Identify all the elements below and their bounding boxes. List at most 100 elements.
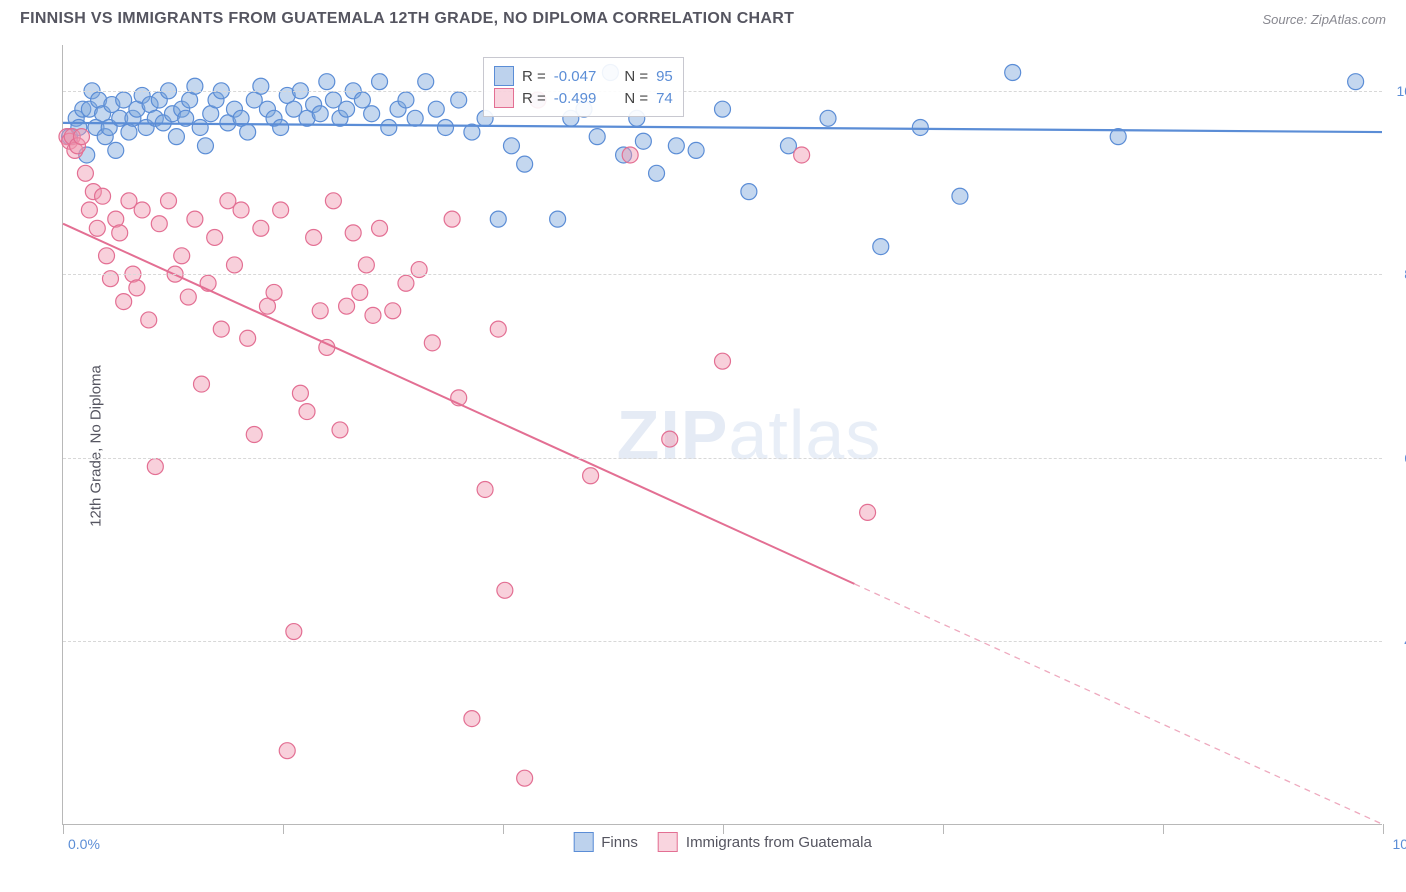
data-point: [365, 307, 381, 323]
data-point: [794, 147, 810, 163]
data-point: [246, 427, 262, 443]
data-point: [912, 119, 928, 135]
x-tick-label-min: 0.0%: [68, 836, 100, 852]
gridline: [63, 458, 1382, 459]
x-tick-label-max: 100.0%: [1393, 836, 1406, 852]
stat-n-label: N =: [624, 68, 648, 85]
data-point: [174, 248, 190, 264]
gridline: [63, 274, 1382, 275]
data-point: [325, 193, 341, 209]
trend-line: [63, 224, 854, 584]
y-tick-label: 60.0%: [1389, 450, 1406, 466]
data-point: [385, 303, 401, 319]
stats-legend-box: R = -0.047 N = 95 R = -0.499 N = 74: [483, 57, 684, 117]
data-point: [820, 110, 836, 126]
data-point: [438, 119, 454, 135]
data-point: [319, 74, 335, 90]
data-point: [352, 284, 368, 300]
gridline: [63, 641, 1382, 642]
data-point: [428, 101, 444, 117]
legend-item-finns: Finns: [573, 832, 638, 852]
data-point: [108, 142, 124, 158]
data-point: [688, 142, 704, 158]
data-point: [649, 165, 665, 181]
data-point: [354, 92, 370, 108]
stat-n-value: 95: [656, 68, 673, 85]
data-point: [490, 211, 506, 227]
data-point: [99, 248, 115, 264]
data-point: [583, 468, 599, 484]
data-point: [1348, 74, 1364, 90]
data-point: [279, 743, 295, 759]
data-point: [451, 92, 467, 108]
swatch-icon: [573, 832, 593, 852]
data-point: [95, 188, 111, 204]
data-point: [147, 459, 163, 475]
data-point: [102, 271, 118, 287]
data-point: [372, 74, 388, 90]
data-point: [398, 275, 414, 291]
data-point: [517, 156, 533, 172]
data-point: [550, 211, 566, 227]
stat-r-value: -0.047: [554, 68, 597, 85]
stats-row-guatemala: R = -0.499 N = 74: [494, 88, 673, 108]
data-point: [332, 422, 348, 438]
legend-label: Finns: [601, 834, 638, 851]
data-point: [253, 220, 269, 236]
stat-r-value: -0.499: [554, 90, 597, 107]
data-point: [339, 101, 355, 117]
data-point: [1005, 65, 1021, 81]
data-point: [168, 129, 184, 145]
data-point: [424, 335, 440, 351]
data-point: [299, 404, 315, 420]
bottom-legend: Finns Immigrants from Guatemala: [573, 832, 872, 852]
trend-line: [63, 123, 1382, 132]
data-point: [477, 481, 493, 497]
data-point: [73, 129, 89, 145]
data-point: [151, 216, 167, 232]
stat-n-value: 74: [656, 90, 673, 107]
gridline: [63, 91, 1382, 92]
data-point: [622, 147, 638, 163]
y-tick-label: 80.0%: [1389, 266, 1406, 282]
data-point: [273, 202, 289, 218]
data-point: [240, 124, 256, 140]
data-point: [497, 582, 513, 598]
legend-item-guatemala: Immigrants from Guatemala: [658, 832, 872, 852]
data-point: [715, 353, 731, 369]
stats-row-finns: R = -0.047 N = 95: [494, 66, 673, 86]
stat-r-label: R =: [522, 90, 546, 107]
data-point: [292, 385, 308, 401]
data-point: [444, 211, 460, 227]
data-point: [372, 220, 388, 236]
data-point: [180, 289, 196, 305]
data-point: [715, 101, 731, 117]
stat-n-label: N =: [624, 90, 648, 107]
data-point: [860, 504, 876, 520]
data-point: [81, 202, 97, 218]
swatch-icon: [658, 832, 678, 852]
data-point: [418, 74, 434, 90]
data-point: [312, 303, 328, 319]
data-point: [266, 284, 282, 300]
chart-plot-area: ZIPatlas R = -0.047 N = 95 R = -0.499 N …: [62, 45, 1382, 825]
chart-title: FINNISH VS IMMIGRANTS FROM GUATEMALA 12T…: [20, 10, 794, 28]
data-point: [77, 165, 93, 181]
data-point: [286, 624, 302, 640]
data-point: [339, 298, 355, 314]
data-point: [89, 220, 105, 236]
data-point: [141, 312, 157, 328]
data-point: [503, 138, 519, 154]
data-point: [207, 229, 223, 245]
data-point: [240, 330, 256, 346]
data-point: [226, 257, 242, 273]
data-point: [116, 294, 132, 310]
data-point: [517, 770, 533, 786]
swatch-icon: [494, 66, 514, 86]
data-point: [233, 202, 249, 218]
data-point: [364, 106, 380, 122]
x-tick: [1163, 824, 1164, 834]
data-point: [197, 138, 213, 154]
x-tick: [723, 824, 724, 834]
data-point: [129, 280, 145, 296]
